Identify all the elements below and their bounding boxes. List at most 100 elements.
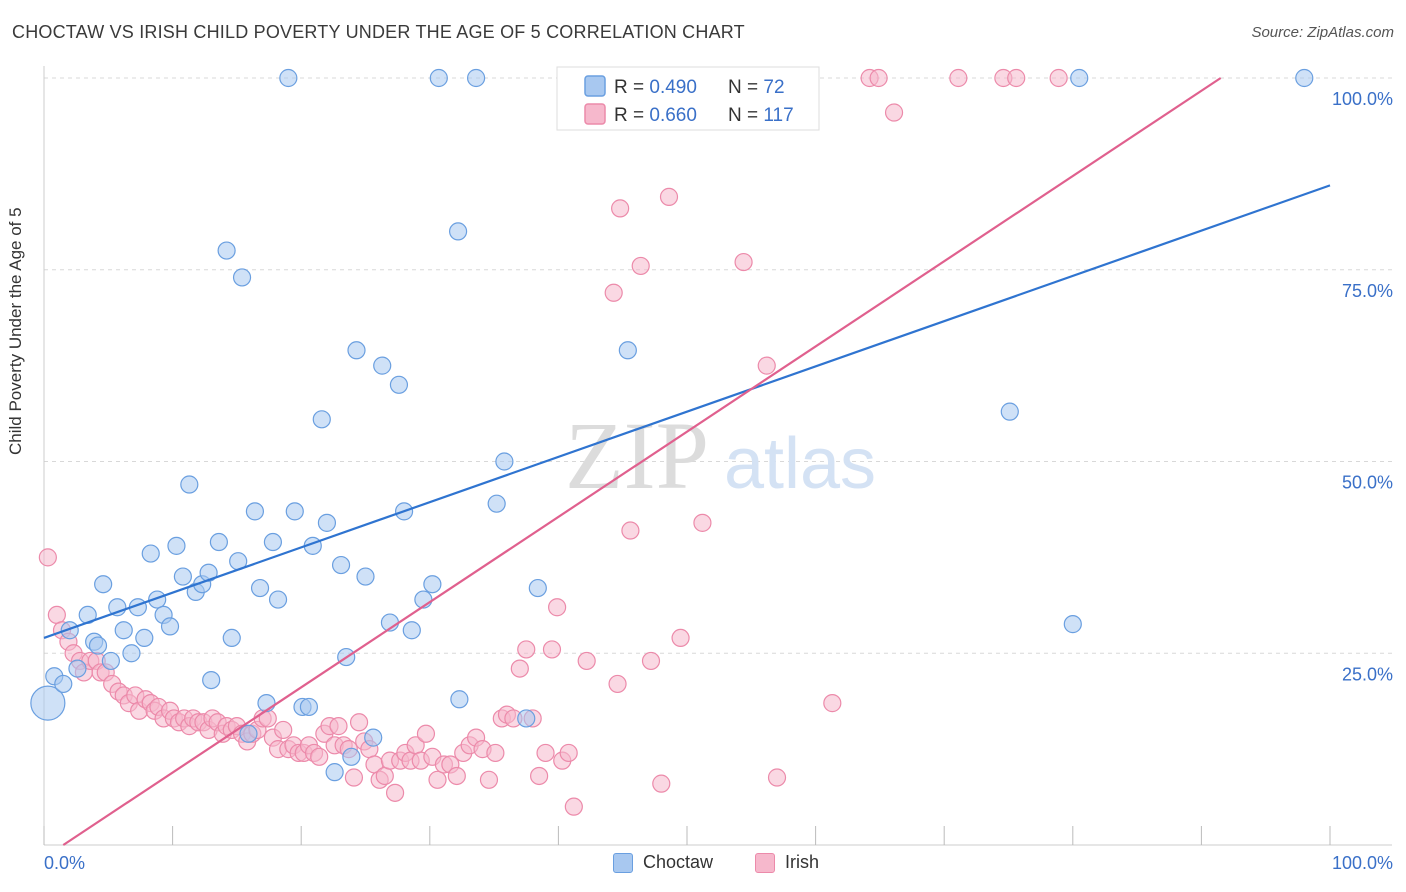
- choctaw-point: [1063, 615, 1082, 634]
- choctaw-point: [364, 728, 383, 747]
- choctaw-point: [347, 341, 366, 360]
- choctaw-point: [173, 567, 192, 586]
- irish-point: [869, 68, 888, 88]
- choctaw-point: [54, 674, 73, 694]
- choctaw-point: [217, 241, 236, 260]
- irish-point: [486, 743, 505, 763]
- x-tick-label: 100.0%: [1332, 853, 1393, 873]
- watermark-atlas: atlas: [724, 424, 876, 504]
- choctaw-point: [450, 690, 469, 709]
- choctaw-point: [487, 494, 506, 513]
- irish-point: [416, 724, 436, 743]
- legend-r-label: R =: [614, 105, 649, 126]
- irish-point: [274, 720, 293, 740]
- irish-point: [38, 548, 57, 567]
- choctaw-trend-line: [43, 184, 1331, 639]
- choctaw-point: [285, 502, 304, 521]
- legend-n-value: 72: [763, 77, 784, 98]
- legend-r-value: 0.660: [649, 105, 697, 126]
- choctaw-point: [232, 268, 252, 287]
- y-tick-label: 75.0%: [1342, 281, 1393, 301]
- choctaw-point: [618, 341, 637, 360]
- choctaw-point: [122, 644, 141, 663]
- axes: [43, 66, 1392, 846]
- legend-swatch-irish: [755, 852, 775, 873]
- choctaw-point: [423, 575, 442, 594]
- choctaw-point: [202, 670, 221, 690]
- svg-text:R = 0.660 N = 117: R = 0.660 N = 117: [614, 105, 794, 126]
- y-tick-label: 25.0%: [1342, 664, 1393, 684]
- choctaw-point: [135, 628, 154, 648]
- irish-point: [1007, 68, 1026, 88]
- irish-point: [734, 252, 753, 272]
- choctaw-point: [373, 356, 392, 375]
- irish-point: [621, 521, 640, 540]
- irish-point: [671, 628, 690, 648]
- choctaw-point: [448, 222, 468, 241]
- irish-point: [631, 256, 650, 276]
- choctaw-point: [1070, 68, 1089, 88]
- irish-point: [641, 651, 661, 671]
- legend-swatch-choctaw: [584, 75, 606, 97]
- irish-point: [375, 766, 394, 786]
- irish-point: [611, 199, 630, 218]
- choctaw-point: [466, 68, 486, 88]
- choctaw-point: [68, 659, 87, 678]
- choctaw-point: [263, 532, 283, 552]
- choctaw-point: [209, 532, 228, 552]
- choctaw-point: [268, 590, 288, 609]
- irish-point: [479, 770, 499, 789]
- legend-bottom: Choctaw Irish: [0, 852, 1406, 878]
- choctaw-point: [1295, 68, 1314, 88]
- irish-point: [1049, 68, 1068, 88]
- choctaw-point: [94, 575, 113, 594]
- legend-n-label: N =: [728, 77, 763, 98]
- x-tick-label: 0.0%: [44, 853, 85, 873]
- choctaw-point: [342, 747, 361, 766]
- irish-point: [652, 774, 671, 793]
- watermark-zip: ZIP: [565, 402, 709, 509]
- irish-point: [517, 640, 536, 659]
- irish-point: [823, 694, 842, 713]
- choctaw-point: [167, 536, 186, 555]
- irish-point: [47, 605, 66, 625]
- irish-point: [310, 747, 329, 766]
- choctaw-point: [495, 452, 514, 471]
- irish-trend-line: [62, 77, 1222, 846]
- choctaw-point: [30, 685, 66, 721]
- irish-point: [693, 513, 712, 532]
- irish-point: [349, 713, 369, 732]
- irish-point: [608, 674, 627, 694]
- irish-point: [604, 283, 623, 302]
- source-label: Source: ZipAtlas.com: [1251, 24, 1394, 41]
- irish-point: [329, 717, 348, 736]
- irish-point: [385, 783, 405, 802]
- choctaw-point: [180, 475, 199, 494]
- choctaw-point: [245, 502, 265, 521]
- trend-lines: [43, 77, 1331, 846]
- choctaw-point: [317, 513, 337, 532]
- legend-label-choctaw: Choctaw: [643, 852, 714, 872]
- choctaw-point: [239, 724, 258, 743]
- irish-point: [542, 640, 562, 659]
- irish-point: [659, 187, 679, 206]
- choctaw-point: [528, 578, 547, 598]
- irish-point: [884, 103, 904, 122]
- chart-title: CHOCTAW VS IRISH CHILD POVERTY UNDER THE…: [12, 22, 745, 42]
- choctaw-point: [356, 567, 375, 586]
- choctaw-point: [402, 621, 421, 640]
- choctaw-point: [1000, 402, 1019, 421]
- irish-point: [564, 797, 583, 816]
- choctaw-point: [101, 651, 120, 671]
- choctaw-point: [148, 590, 167, 609]
- choctaw-point: [199, 563, 218, 582]
- irish-point: [548, 598, 567, 617]
- irish-point: [949, 68, 968, 88]
- irish-point: [447, 766, 466, 786]
- choctaw-point: [114, 621, 133, 640]
- choctaw-point: [389, 375, 409, 394]
- irish-point: [428, 770, 447, 789]
- irish-point: [577, 651, 596, 671]
- choctaw-point: [429, 68, 448, 88]
